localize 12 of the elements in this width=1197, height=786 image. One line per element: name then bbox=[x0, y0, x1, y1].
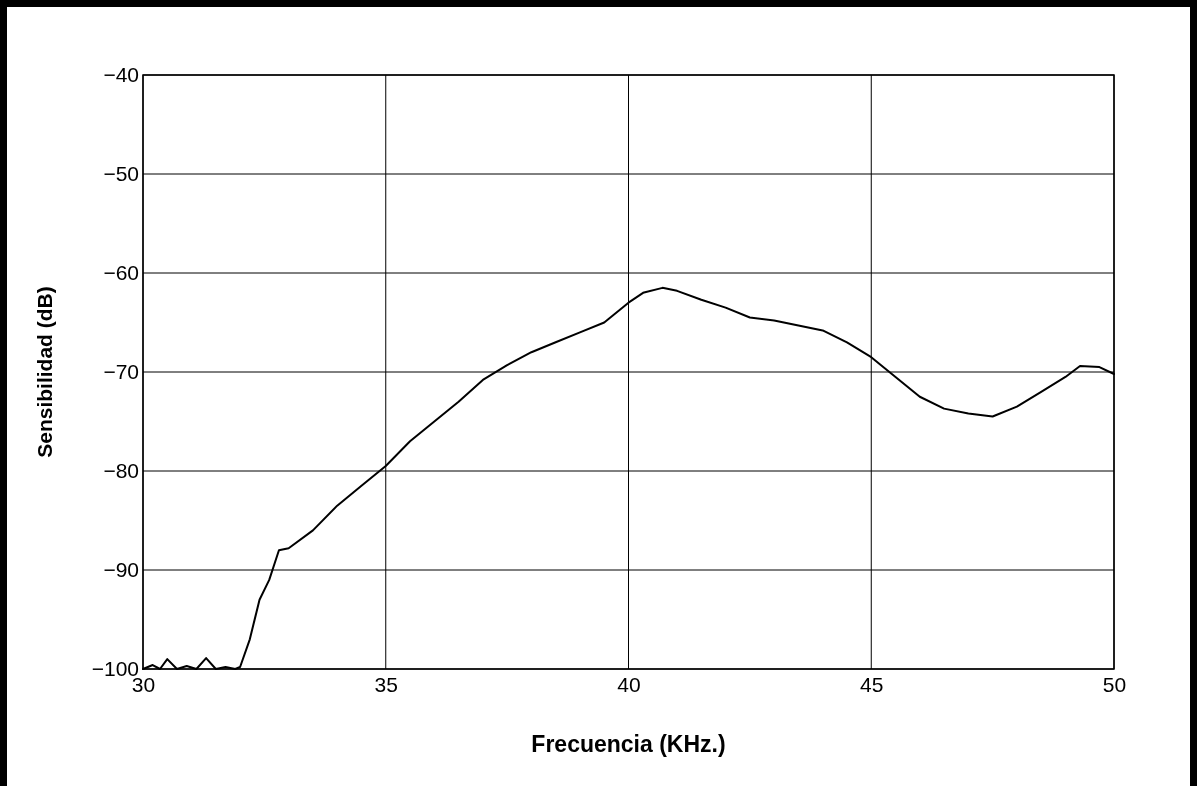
y-tick-label: −40 bbox=[103, 63, 139, 87]
x-tick-label: 50 bbox=[1102, 672, 1127, 696]
x-tick-label: 40 bbox=[617, 672, 641, 696]
x-tick-label: 35 bbox=[374, 672, 398, 696]
y-tick-label: −60 bbox=[103, 261, 139, 285]
y-axis-title: Sensibilidad (dB) bbox=[33, 286, 56, 458]
y-tick-label: −70 bbox=[103, 360, 139, 384]
x-tick-label: 45 bbox=[860, 672, 884, 696]
y-tick-label: −80 bbox=[103, 459, 139, 483]
y-tick-label: −50 bbox=[103, 162, 139, 186]
y-tick-label: −90 bbox=[103, 558, 139, 582]
x-axis-title: Frecuencia (KHz.) bbox=[531, 731, 726, 757]
